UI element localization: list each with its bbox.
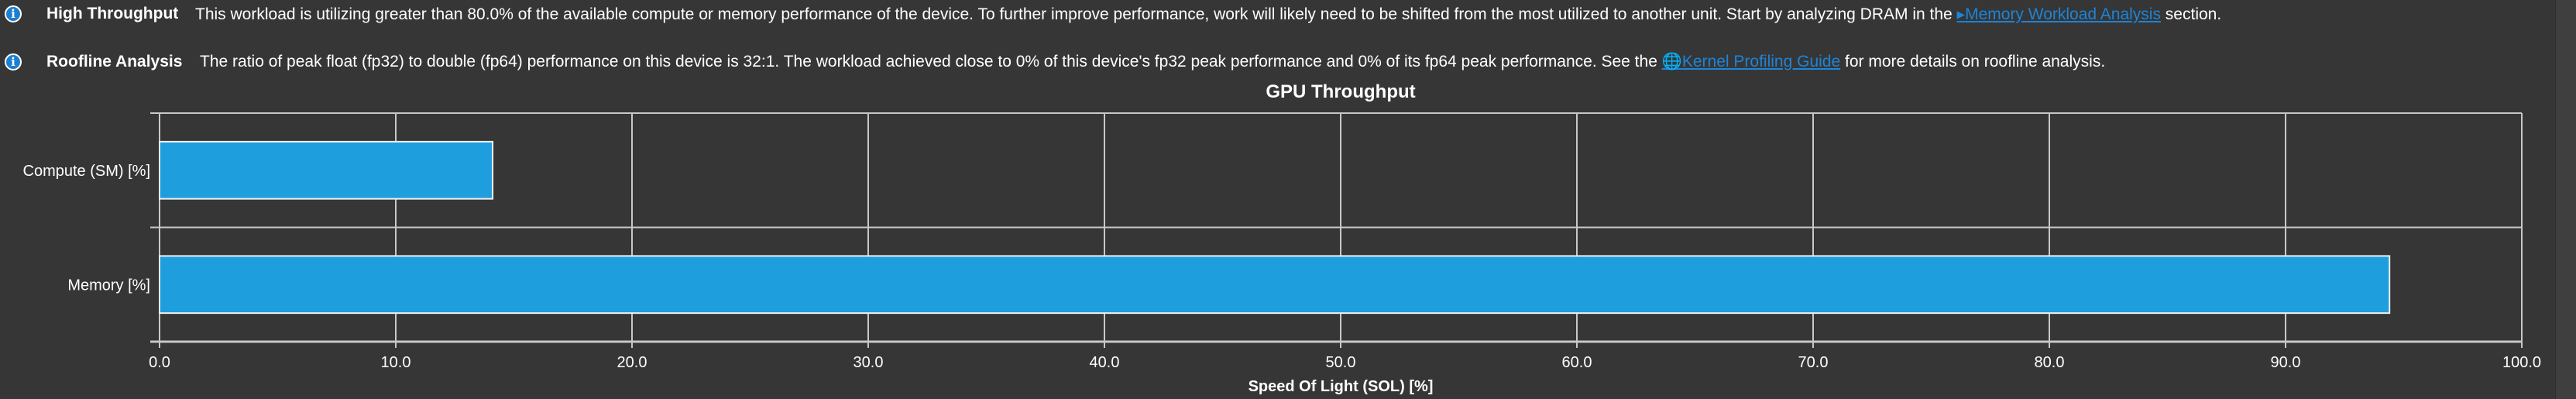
x-tick-label: 100.0 (2502, 354, 2541, 371)
info-icon: i (5, 53, 22, 71)
globe-icon: 🌐 (1661, 53, 1682, 71)
message-title: High Throughput (46, 5, 179, 22)
x-tick-label: 60.0 (1562, 354, 1592, 371)
message-text: The ratio of peak float (fp32) to double… (200, 53, 2105, 71)
kernel-profiling-guide-link[interactable]: 🌐Kernel Profiling Guide (1662, 53, 1840, 71)
memory-workload-analysis-link[interactable]: ▸Memory Workload Analysis (1957, 5, 2161, 23)
y-category-label: Memory [%] (67, 277, 150, 294)
message-text-after: for more details on roofline analysis. (1840, 53, 2106, 71)
x-tick-label: 50.0 (1326, 354, 1356, 371)
link-label: Kernel Profiling Guide (1681, 53, 1841, 71)
y-category-label: Compute (SM) [%] (23, 163, 150, 180)
vertical-scrollbar[interactable] (2555, 0, 2576, 399)
x-tick-label: 0.0 (149, 354, 170, 371)
x-tick-label: 80.0 (2035, 354, 2065, 371)
bar-compute-sm (159, 140, 494, 200)
info-icon: i (5, 5, 22, 22)
message-text: This workload is utilizing greater than … (195, 5, 2221, 24)
link-label: Memory Workload Analysis (1965, 5, 2161, 23)
bar-memory (159, 255, 2391, 315)
x-tick-label: 10.0 (381, 354, 411, 371)
x-tick-label: 30.0 (854, 354, 884, 371)
play-arrow-icon: ▸ (1956, 5, 1966, 23)
x-tick-label: 20.0 (617, 354, 647, 371)
message-text-after: section. (2160, 5, 2222, 23)
x-axis-label: Speed Of Light (SOL) [%] (1249, 378, 1434, 395)
message-title: Roofline Analysis (46, 53, 183, 71)
chart-title: GPU Throughput (1266, 81, 1415, 102)
x-tick-label: 70.0 (1798, 354, 1829, 371)
x-tick-label: 40.0 (1090, 354, 1120, 371)
message-text-before: The ratio of peak float (fp32) to double… (200, 53, 1662, 71)
x-tick-label: 90.0 (2271, 354, 2301, 371)
message-text-before: This workload is utilizing greater than … (195, 5, 1957, 23)
